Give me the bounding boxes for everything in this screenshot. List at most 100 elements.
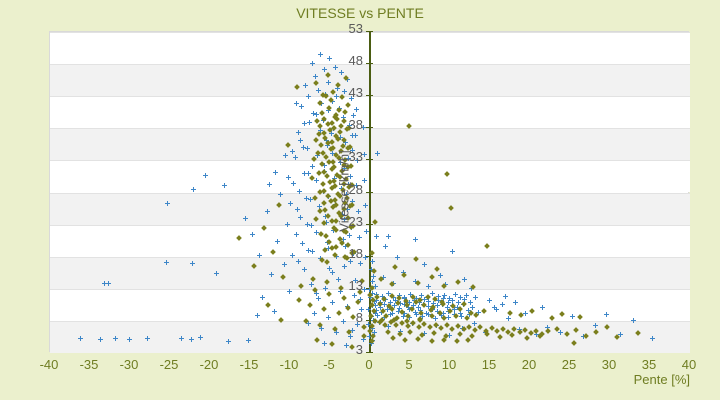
data-point-series-blue: [360, 336, 366, 342]
data-point-series-blue: [362, 177, 368, 183]
data-point-series-blue: [400, 313, 406, 319]
data-point-series-blue: [557, 330, 563, 336]
data-point-series-blue: [447, 333, 453, 339]
data-point-series-blue: [445, 300, 451, 306]
y-tick-label: 13: [348, 277, 363, 293]
data-point-series-blue: [327, 56, 333, 62]
data-point-series-blue: [345, 155, 351, 161]
data-point-series-blue: [440, 296, 446, 302]
data-point-series-blue: [312, 311, 317, 317]
data-point-series-blue: [370, 258, 376, 264]
data-point-series-blue: [332, 64, 338, 70]
data-point-series-blue: [352, 292, 357, 298]
data-point-series-blue: [494, 307, 500, 313]
data-point-series-blue: [348, 173, 353, 179]
data-point-series-blue: [283, 153, 289, 159]
data-point-series-blue: [503, 293, 509, 299]
y-axis-line: [369, 32, 371, 353]
data-point-series-blue: [323, 285, 329, 291]
data-point-series-blue: [297, 138, 303, 144]
data-point-series-blue: [431, 300, 437, 306]
y-axis-tick: [366, 191, 373, 193]
data-point-series-blue: [214, 271, 220, 277]
data-point-series-blue: [300, 144, 306, 150]
data-point-series-blue: [631, 317, 637, 323]
data-point-series-blue: [386, 324, 392, 330]
data-point-series-blue: [302, 171, 308, 177]
data-point-series-blue: [412, 236, 418, 242]
x-tick-label: 10: [441, 357, 457, 372]
data-point-series-blue: [425, 284, 431, 290]
data-point-series-blue: [604, 312, 609, 318]
y-axis-tick: [366, 352, 373, 353]
data-point-series-blue: [357, 261, 363, 267]
y-axis-tick: [366, 31, 373, 32]
data-point-series-blue: [422, 331, 428, 337]
data-point-series-blue: [333, 93, 339, 99]
data-point-series-blue: [308, 196, 313, 202]
data-point-series-blue: [401, 311, 407, 317]
y-axis-title: Vitesse [km/h]: [336, 150, 352, 232]
data-point-series-blue: [313, 178, 319, 184]
data-point-series-blue: [450, 297, 456, 303]
data-point-series-blue: [289, 149, 295, 155]
data-point-series-blue: [375, 313, 381, 319]
data-point-series-blue: [419, 293, 425, 299]
data-point-series-blue: [287, 288, 293, 294]
data-point-series-blue: [308, 281, 314, 287]
data-point-series-blue: [330, 300, 336, 306]
data-point-series-blue: [369, 279, 375, 285]
data-point-series-blue: [340, 318, 346, 324]
data-point-series-blue: [344, 207, 350, 213]
data-point-series-blue: [350, 133, 356, 139]
y-tick-label: 28: [348, 181, 363, 197]
data-point-series-blue: [383, 244, 389, 250]
data-point-series-blue: [319, 325, 325, 331]
data-point-series-blue: [349, 148, 355, 154]
data-point-series-blue: [300, 240, 305, 246]
x-tick-label: 15: [481, 357, 497, 372]
data-point-series-blue: [299, 103, 305, 109]
data-point-series-blue: [225, 338, 231, 344]
data-point-series-blue: [326, 108, 332, 114]
data-point-series-blue: [267, 181, 273, 187]
data-point-series-blue: [330, 150, 336, 156]
data-point-series-blue: [396, 292, 402, 298]
data-point-series-blue: [317, 127, 323, 133]
data-point-series-blue: [334, 254, 340, 260]
data-point-series-blue: [198, 334, 204, 340]
data-point-series-blue: [367, 287, 373, 293]
data-point-series-blue: [420, 314, 425, 320]
data-point-series-blue: [309, 61, 315, 67]
y-tick-label: 43: [348, 85, 363, 101]
data-point-series-blue: [286, 175, 292, 181]
data-point-series-blue: [318, 51, 324, 57]
x-tick-label: -35: [79, 357, 99, 372]
data-point-series-blue: [363, 254, 369, 260]
data-point-series-blue: [255, 313, 261, 319]
data-point-series-blue: [338, 160, 344, 166]
data-point-series-blue: [465, 307, 471, 313]
data-point-series-blue: [304, 196, 309, 202]
x-tick-label: -15: [239, 357, 259, 372]
data-point-series-blue: [435, 303, 441, 309]
data-point-series-blue: [540, 304, 545, 310]
data-point-series-blue: [459, 314, 465, 320]
data-point-series-blue: [366, 322, 372, 328]
data-point-series-blue: [424, 310, 429, 316]
data-point-series-blue: [296, 130, 301, 136]
data-point-series-blue: [421, 262, 427, 268]
data-point-series-blue: [430, 291, 436, 297]
x-tick-label: 0: [365, 357, 373, 372]
data-point-series-blue: [341, 263, 347, 269]
data-point-series-blue: [617, 331, 623, 337]
data-point-series-blue: [359, 307, 365, 313]
data-point-series-blue: [506, 316, 512, 322]
data-point-series-blue: [373, 297, 379, 303]
data-point-series-blue: [385, 291, 391, 297]
x-tick-label: 35: [641, 357, 657, 372]
data-point-series-blue: [457, 310, 463, 316]
y-tick-label: 3: [355, 342, 363, 357]
x-tick-label: -25: [159, 357, 179, 372]
